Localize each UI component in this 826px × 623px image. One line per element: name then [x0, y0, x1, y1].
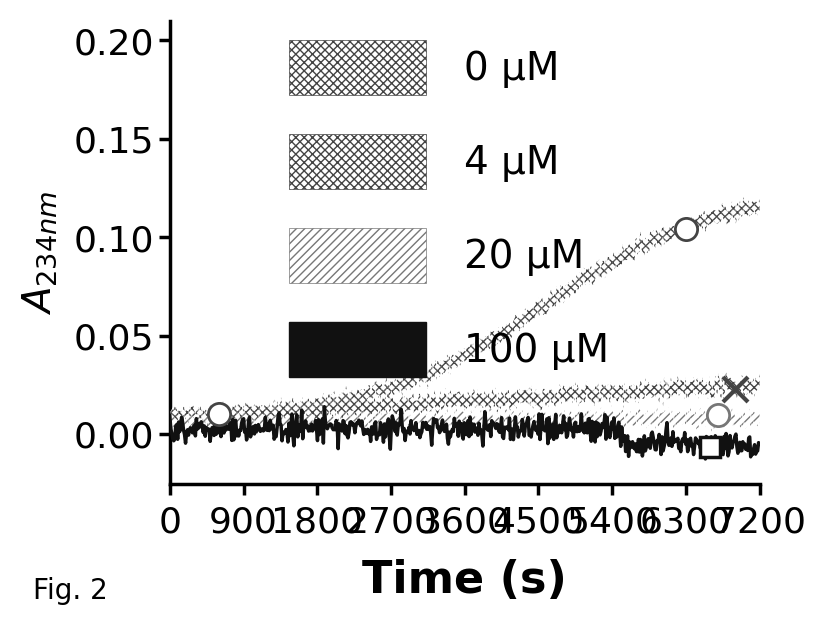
Text: Fig. 2: Fig. 2 — [33, 576, 107, 604]
Legend: 0 μM, 4 μM, 20 μM, 100 μM: 0 μM, 4 μM, 20 μM, 100 μM — [289, 40, 610, 377]
X-axis label: Time (s): Time (s) — [362, 559, 567, 602]
Y-axis label: $A_{234nm}$: $A_{234nm}$ — [21, 190, 59, 315]
